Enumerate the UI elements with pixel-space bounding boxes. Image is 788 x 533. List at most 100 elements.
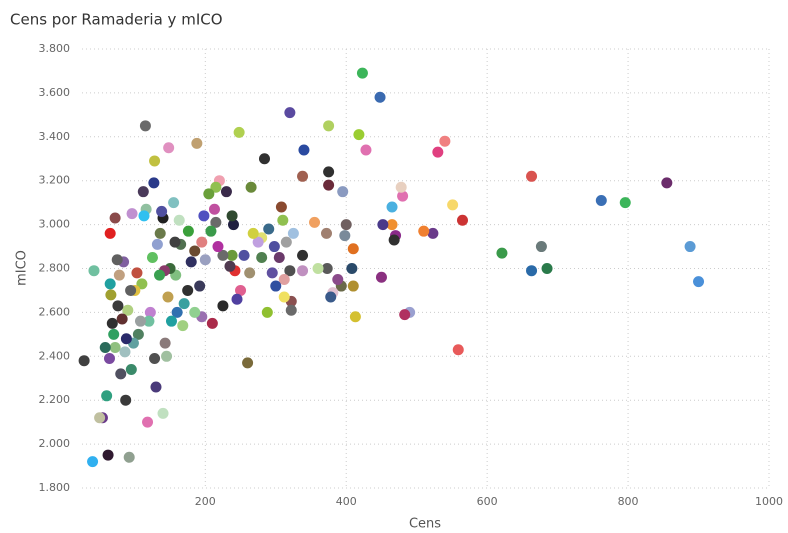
point	[101, 390, 113, 402]
point	[106, 317, 118, 329]
point	[115, 368, 127, 380]
point	[284, 265, 296, 277]
point	[112, 300, 124, 312]
x-tick-label: 400	[336, 495, 357, 508]
point	[275, 201, 287, 213]
point	[427, 227, 439, 239]
y-tick-label: 2.400	[39, 349, 71, 362]
point	[143, 315, 155, 327]
x-axis-title: Cens	[409, 517, 441, 532]
point	[109, 212, 121, 224]
point	[496, 247, 508, 259]
point	[277, 214, 289, 226]
point	[340, 219, 352, 231]
point	[149, 155, 161, 167]
point	[247, 227, 259, 239]
point	[125, 284, 137, 296]
point	[346, 263, 358, 274]
point	[165, 315, 177, 327]
y-tick-label: 3.000	[39, 218, 71, 231]
point	[273, 252, 285, 264]
point	[194, 280, 206, 292]
point	[235, 284, 247, 296]
point	[541, 263, 553, 274]
point	[227, 219, 239, 231]
point	[386, 219, 398, 231]
point	[104, 227, 116, 239]
y-axis-title: mICO	[15, 250, 30, 286]
point	[397, 190, 409, 202]
point	[157, 407, 169, 419]
point	[148, 177, 160, 189]
point	[136, 278, 148, 290]
point	[139, 120, 151, 132]
point	[285, 304, 297, 316]
point	[349, 311, 361, 323]
point	[224, 260, 236, 272]
point	[104, 278, 116, 290]
point	[321, 227, 333, 239]
point	[452, 344, 464, 356]
point	[280, 236, 292, 248]
point	[353, 129, 365, 141]
point	[347, 280, 359, 292]
point	[99, 342, 111, 354]
point	[212, 241, 224, 253]
point	[94, 412, 106, 424]
point	[339, 230, 351, 242]
chart-title: Cens por Ramaderia y mICO	[10, 11, 223, 29]
point	[206, 317, 218, 329]
point	[173, 214, 185, 226]
point	[360, 144, 372, 156]
point	[154, 269, 166, 281]
point	[102, 449, 114, 461]
point	[191, 137, 203, 149]
point	[535, 241, 547, 253]
y-tick-label: 2.000	[39, 437, 71, 450]
point	[142, 416, 154, 428]
point	[171, 306, 183, 318]
point	[189, 306, 201, 318]
y-tick-label: 3.400	[39, 130, 71, 143]
point	[132, 328, 144, 340]
point	[595, 194, 607, 206]
x-tick-label: 1000	[755, 495, 783, 508]
point	[159, 337, 171, 349]
point	[684, 241, 696, 253]
y-tick-label: 2.800	[39, 262, 71, 275]
point	[178, 298, 190, 310]
point	[122, 304, 134, 316]
point	[377, 219, 389, 231]
point	[418, 225, 430, 237]
point	[266, 267, 278, 279]
point	[151, 238, 163, 250]
point	[217, 249, 229, 261]
point	[189, 245, 201, 257]
point	[196, 236, 208, 248]
point	[226, 249, 238, 261]
point	[312, 263, 324, 274]
point	[119, 346, 131, 358]
point	[456, 214, 468, 226]
point	[309, 216, 321, 228]
point	[149, 352, 161, 364]
point	[78, 355, 90, 367]
y-tick-label: 3.600	[39, 86, 71, 99]
point	[226, 210, 238, 222]
point	[182, 225, 194, 237]
point	[217, 300, 229, 312]
point	[374, 91, 386, 103]
point	[244, 267, 256, 279]
point	[131, 267, 143, 279]
point	[168, 197, 180, 209]
point	[287, 227, 299, 239]
point	[242, 357, 254, 369]
point	[87, 456, 99, 468]
point	[399, 309, 411, 321]
point	[278, 291, 290, 303]
point	[356, 67, 368, 79]
point	[297, 249, 309, 261]
point	[526, 170, 538, 182]
point	[252, 236, 264, 248]
